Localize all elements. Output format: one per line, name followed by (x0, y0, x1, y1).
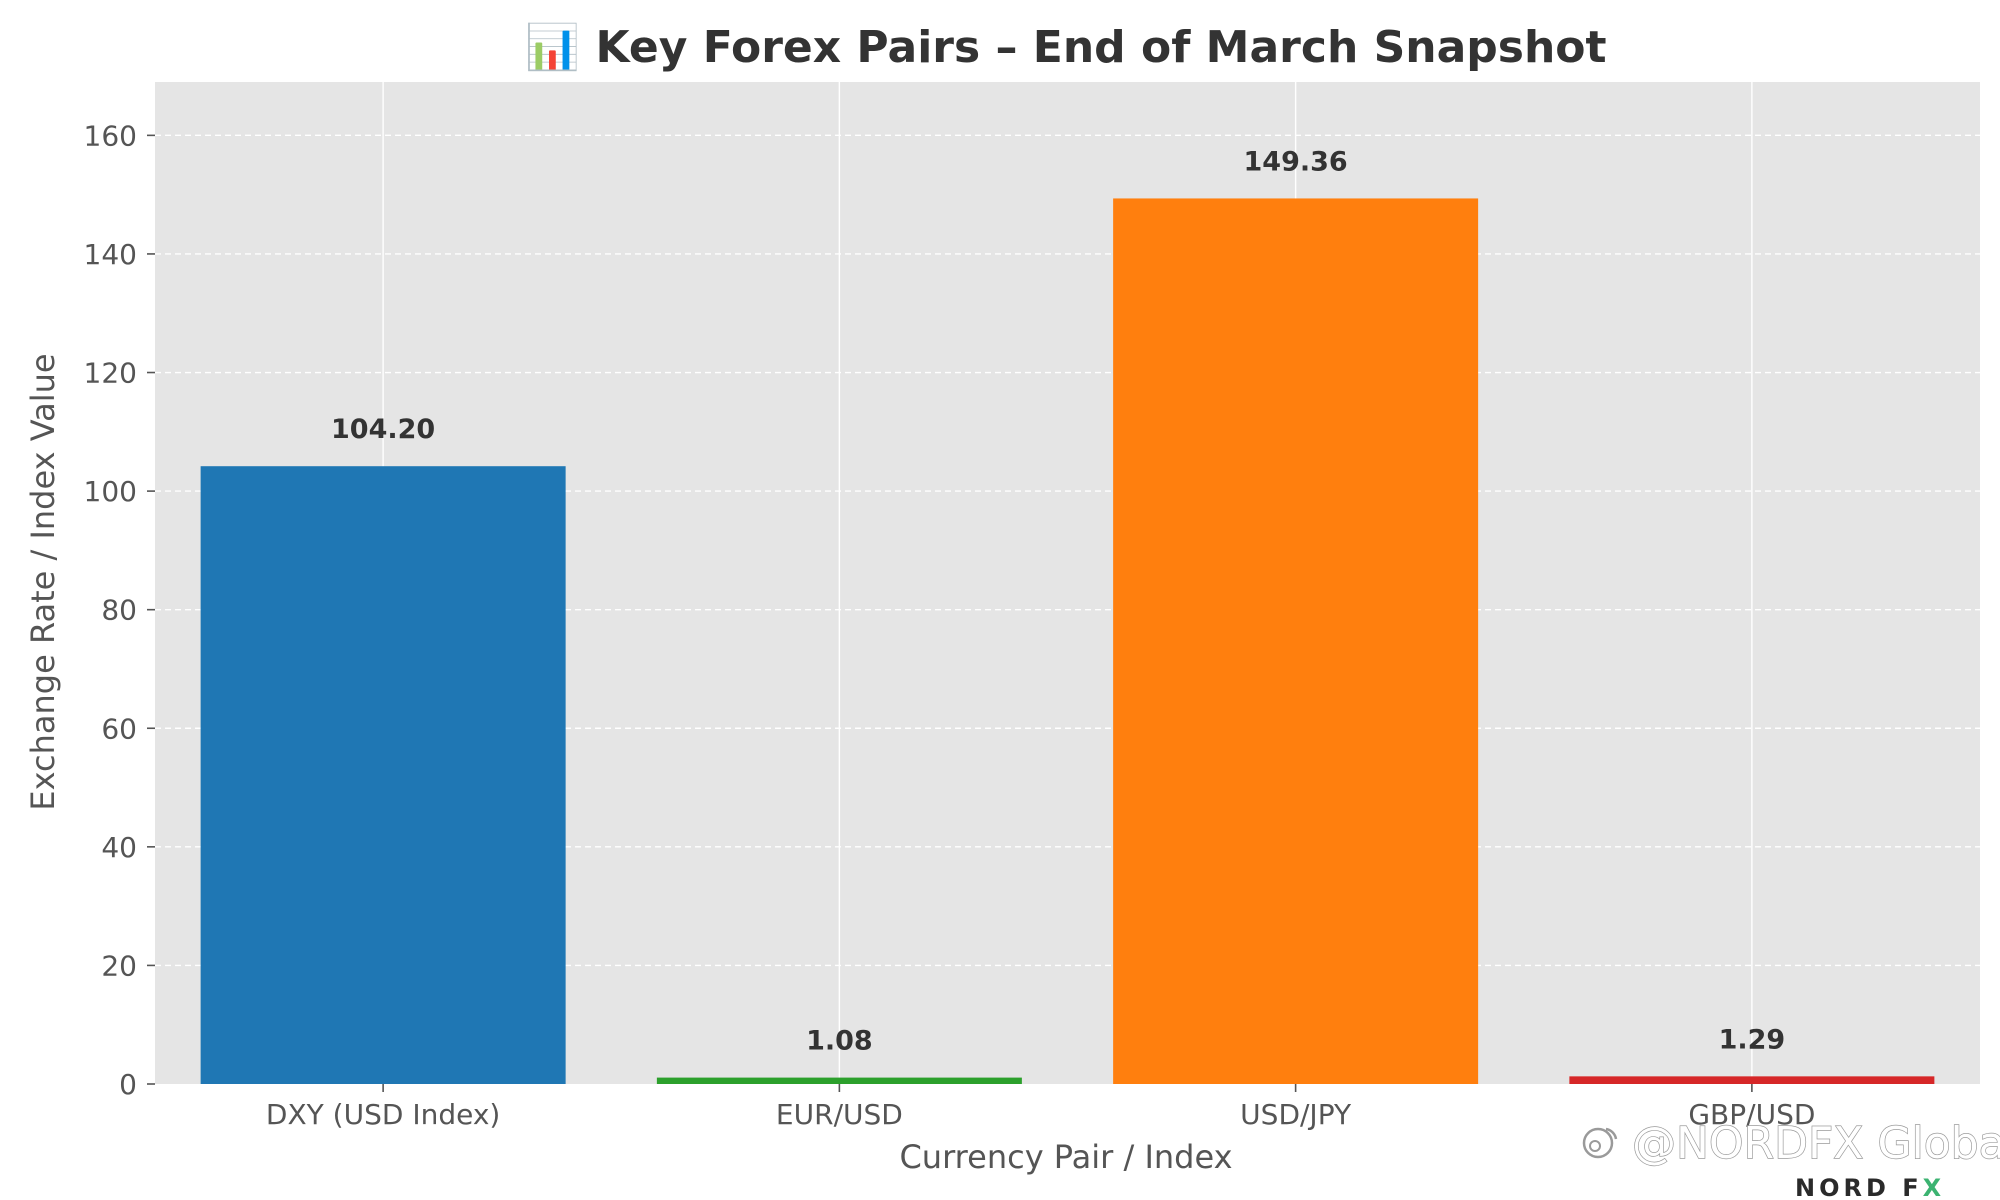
watermark-handle: @NORDFX Global (1632, 1118, 2000, 1169)
x-tick-label: USD/JPY (1240, 1098, 1352, 1131)
bar (656, 1077, 1022, 1084)
bar (1113, 198, 1479, 1085)
y-tick-label: 80 (101, 594, 137, 627)
logo-brand: NORD F (1795, 1174, 1923, 1200)
y-tick-label: 120 (84, 357, 137, 390)
watermark: @NORDFX Global (1582, 1117, 2000, 1170)
logo-brand-mark: X (1923, 1174, 1946, 1200)
bar (200, 466, 566, 1084)
bars (200, 198, 1935, 1085)
weibo-icon (1582, 1127, 1618, 1159)
data-label: 1.08 (806, 1026, 873, 1057)
data-label: 1.29 (1719, 1024, 1786, 1055)
y-tick-label: 20 (101, 949, 137, 982)
y-tick-label: 140 (84, 238, 137, 271)
nordfx-logo: NORD FX (1795, 1174, 1945, 1200)
axis-ticks: 0 20 40 60 80 100 120 140 160 DXY (USD Index) EUR/… (84, 119, 1816, 1131)
chart-title: 📊 Key Forex Pairs – End of March Snapsho… (525, 22, 1606, 73)
y-tick-label: 40 (101, 831, 137, 864)
x-axis-label: Currency Pair / Index (899, 1138, 1232, 1176)
x-tick-label: DXY (USD Index) (266, 1098, 500, 1131)
bar (1569, 1076, 1935, 1084)
y-tick-label: 60 (101, 712, 137, 745)
x-tick-label: GBP/USD (1688, 1098, 1815, 1131)
y-axis-label: Exchange Rate / Index Value (24, 353, 62, 810)
data-label: 149.36 (1244, 146, 1348, 177)
svg-text:NORD FX: NORD FX (1795, 1174, 1945, 1200)
x-tick-label: EUR/USD (776, 1098, 903, 1131)
data-labels: 104.20 1.08 149.36 1.29 (331, 146, 1785, 1056)
y-tick-label: 160 (84, 119, 137, 152)
y-tick-label: 100 (84, 475, 137, 508)
y-tick-label: 0 (119, 1068, 137, 1101)
data-label: 104.20 (331, 414, 435, 445)
